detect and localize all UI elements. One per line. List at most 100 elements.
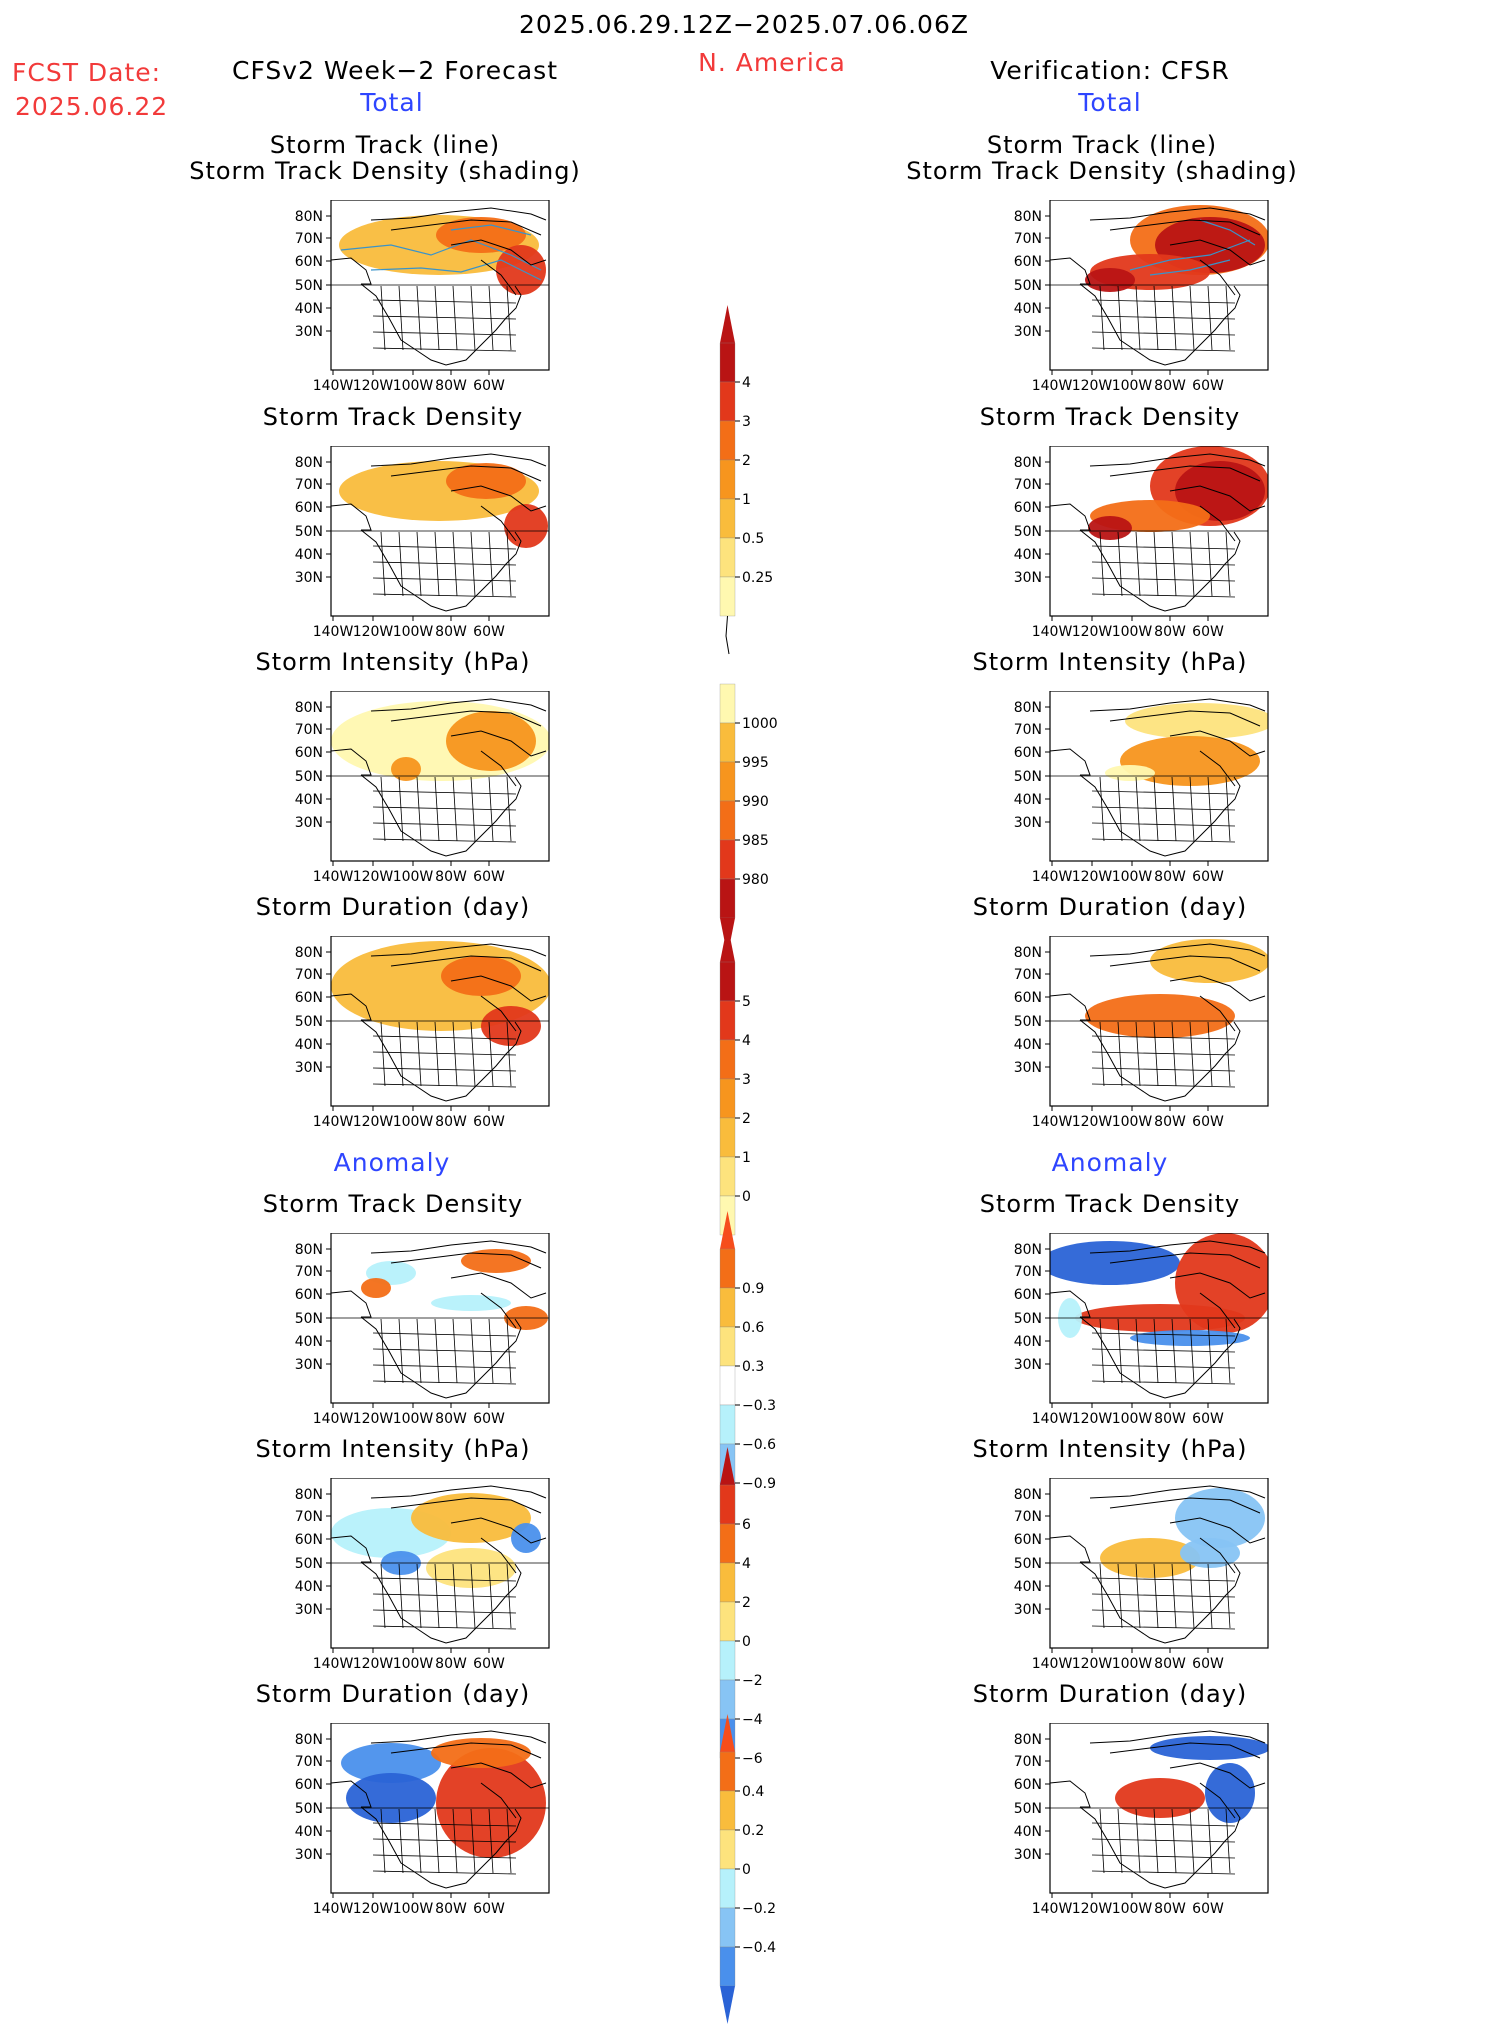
fcst-date-value: 2025.06.22 [15, 92, 169, 121]
colorbar-box [719, 1287, 736, 1328]
shading-region [1130, 1330, 1250, 1346]
colorbar-box [719, 1523, 736, 1564]
lon-label: 140W [1032, 624, 1073, 640]
lat-label: 30N [295, 570, 323, 586]
colorbar-label: 990 [742, 794, 769, 810]
lon-label: 140W [313, 869, 354, 885]
lat-label: 80N [295, 700, 323, 716]
colorbar-label: −4 [742, 1712, 763, 1728]
colorbar-label: 0.6 [742, 1320, 764, 1336]
colorbar-box [719, 800, 736, 841]
colorbar-label: 0 [742, 1634, 751, 1650]
lat-label: 70N [1014, 477, 1042, 493]
colorbar-box [719, 1640, 736, 1681]
colorbar-label: −0.4 [742, 1940, 776, 1956]
shading-region [1085, 994, 1235, 1038]
lon-label: 140W [1032, 1656, 1073, 1672]
lat-label: 70N [1014, 1509, 1042, 1525]
lon-label: 80W [435, 378, 467, 394]
colorbar-label: 0.3 [742, 1359, 764, 1375]
lat-label: 60N [295, 500, 323, 516]
shading-region [1100, 1538, 1200, 1578]
colorbar-box [719, 1039, 736, 1080]
lat-label: 30N [1014, 1847, 1042, 1863]
lat-label: 60N [295, 1532, 323, 1548]
lon-label: 140W [1032, 1411, 1073, 1427]
map-svg: 80N 70N 60N 50N 40N 30N 140W 120W 100W 80W 60W [295, 1233, 550, 1427]
ver-anom-density-title: Storm Track Density [979, 1190, 1241, 1218]
verification-map-row-0: 80N 70N 60N 50N 40N 30N 140W 120W 100W 80W 60W [1004, 200, 1282, 398]
lat-label: 50N [1014, 1311, 1042, 1327]
shading-region [341, 1743, 441, 1783]
cbar-anom-intensity: 6 4 2 0 −2 −4 −6 [719, 1445, 800, 1798]
lat-label: 40N [295, 301, 323, 317]
lat-label: 50N [1014, 278, 1042, 294]
colorbar-box [719, 1117, 736, 1158]
lat-label: 30N [295, 815, 323, 831]
shading-region [1180, 1538, 1240, 1568]
colorbar-box [719, 420, 736, 461]
lon-label: 100W [1112, 1656, 1153, 1672]
lon-label: 60W [1192, 1114, 1224, 1130]
colorbar-label: 3 [742, 414, 751, 430]
lon-label: 140W [313, 1411, 354, 1427]
colorbar-label: 2 [742, 453, 751, 469]
forecast-map-row-1: 80N 70N 60N 50N 40N 30N 140W 120W 100W 80W 60W [285, 446, 563, 644]
lat-label: 30N [1014, 1060, 1042, 1076]
verification-map-row-6: 80N 70N 60N 50N 40N 30N 140W 120W 100W 80W 60W [1004, 1723, 1282, 1921]
colorbar-box [719, 1946, 736, 1987]
colorbar-label: −6 [742, 1751, 763, 1767]
lat-label: 30N [295, 1602, 323, 1618]
colorbar-label: 0.5 [742, 531, 764, 547]
cbar-total-density: 4 3 2 1 0.5 0.25 [719, 303, 800, 656]
lon-label: 100W [393, 624, 434, 640]
verification-map-row-2: 80N 70N 60N 50N 40N 30N 140W 120W 100W 80W 60W [1004, 691, 1282, 889]
colorbar-label: 0.2 [742, 1823, 764, 1839]
lat-label: 80N [295, 1242, 323, 1258]
lon-label: 60W [1192, 1901, 1224, 1917]
colorbar-box [719, 1326, 736, 1367]
ver-density-title: Storm Track Density [979, 403, 1241, 431]
colorbar-label: −0.3 [742, 1398, 776, 1414]
colorbar-box [719, 498, 736, 539]
lon-label: 80W [1154, 1901, 1186, 1917]
lat-label: 50N [295, 1311, 323, 1327]
lat-label: 70N [1014, 1754, 1042, 1770]
shading-region [481, 1006, 541, 1046]
lon-label: 120W [353, 869, 394, 885]
lat-label: 60N [1014, 1287, 1042, 1303]
lat-label: 40N [295, 1824, 323, 1840]
lat-label: 40N [1014, 301, 1042, 317]
lat-label: 50N [1014, 1556, 1042, 1572]
colorbar-box [719, 1601, 736, 1642]
lat-label: 40N [295, 1334, 323, 1350]
colorbar-box [719, 537, 736, 578]
colorbar-box [719, 1868, 736, 1909]
forecast-map-row-6: 80N 70N 60N 50N 40N 30N 140W 120W 100W 80W 60W [285, 1723, 563, 1921]
lon-label: 100W [1112, 1114, 1153, 1130]
colorbar-label: 4 [742, 1556, 751, 1572]
lat-label: 70N [295, 231, 323, 247]
colorbar-box [719, 1751, 736, 1792]
lon-label: 140W [1032, 378, 1073, 394]
colorbar-box [719, 722, 736, 763]
shading-region [461, 1249, 531, 1273]
shading-region [446, 711, 536, 771]
lon-label: 80W [1154, 1656, 1186, 1672]
map-svg: 80N 70N 60N 50N 40N 30N 140W 120W 100W 80W 60W [295, 936, 550, 1130]
colorbar-box [719, 1078, 736, 1119]
lat-label: 60N [1014, 990, 1042, 1006]
shading-region [1175, 1488, 1265, 1548]
colorbar-label: 0 [742, 1862, 751, 1878]
lon-label: 100W [1112, 624, 1153, 640]
colorbar-box [719, 1000, 736, 1041]
lon-label: 80W [1154, 1114, 1186, 1130]
lat-label: 70N [295, 967, 323, 983]
colorbar-box [719, 1365, 736, 1406]
lat-label: 70N [1014, 1264, 1042, 1280]
lat-label: 50N [1014, 1801, 1042, 1817]
lat-label: 80N [1014, 945, 1042, 961]
fc-intensity-title: Storm Intensity (hPa) [255, 648, 531, 676]
lon-label: 140W [313, 1901, 354, 1917]
forecast-map-row-0: 80N 70N 60N 50N 40N 30N 140W 120W 100W 80W 60W [285, 200, 563, 398]
